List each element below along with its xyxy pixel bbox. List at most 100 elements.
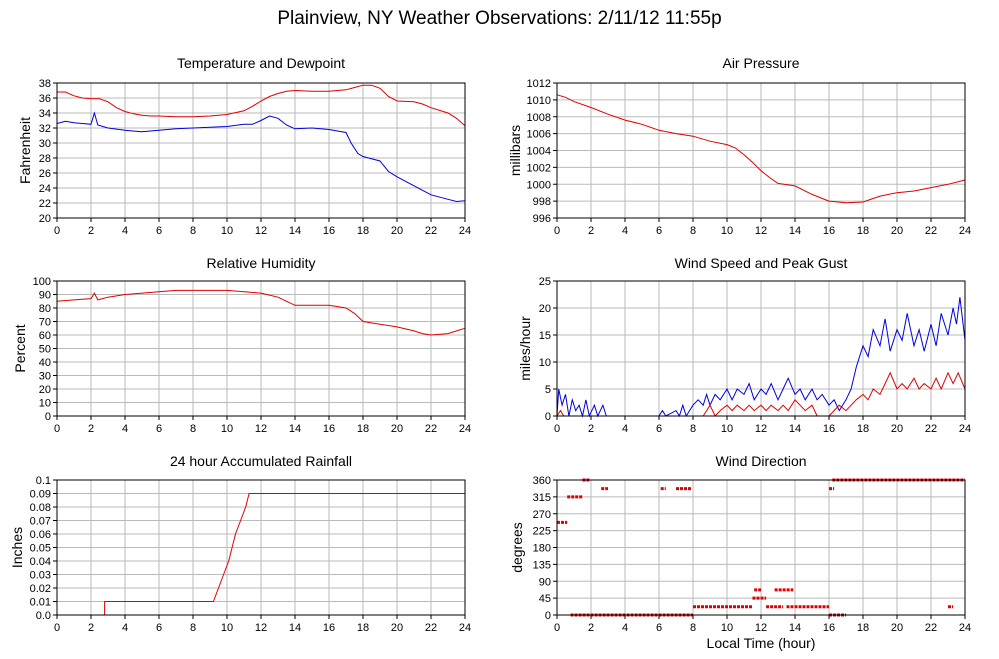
y-axis-label: Percent: [12, 324, 28, 372]
y-tick-label: 36: [39, 93, 51, 105]
y-tick-label: 90: [539, 576, 551, 588]
x-tick-label: 6: [156, 423, 162, 435]
y-axis-label: degrees: [509, 522, 525, 573]
x-tick-label: 18: [857, 622, 869, 634]
y-tick-label: 0: [545, 610, 551, 622]
x-tick-label: 24: [459, 622, 471, 634]
chart-title: Wind Direction: [715, 453, 806, 469]
x-tick-label: 8: [190, 423, 196, 435]
chart-title: 24 hour Accumulated Rainfall: [170, 453, 352, 469]
x-tick-label: 2: [588, 225, 594, 237]
y-tick-label: 20: [539, 303, 551, 315]
y-tick-label: 0.04: [30, 556, 51, 568]
y-tick-label: 360: [533, 475, 551, 487]
x-tick-label: 18: [357, 423, 369, 435]
y-tick-label: 45: [539, 593, 551, 605]
x-tick-label: 2: [588, 423, 594, 435]
x-tick-label: 22: [425, 225, 437, 237]
x-tick-label: 4: [622, 423, 628, 435]
x-tick-label: 20: [891, 423, 903, 435]
y-axis-label: Inches: [9, 527, 25, 568]
y-tick-label: 0.1: [36, 475, 51, 487]
x-tick-label: 8: [190, 622, 196, 634]
x-tick-label: 16: [823, 423, 835, 435]
x-tick-label: 10: [721, 423, 733, 435]
y-tick-label: 0.05: [30, 543, 51, 555]
x-tick-label: 22: [425, 423, 437, 435]
y-tick-label: 15: [539, 330, 551, 342]
chart-title: Air Pressure: [722, 55, 799, 71]
y-tick-label: 315: [533, 492, 551, 504]
x-tick-label: 22: [425, 622, 437, 634]
x-tick-label: 12: [255, 423, 267, 435]
y-tick-label: 80: [39, 303, 51, 315]
y-axis-label: miles/hour: [517, 316, 533, 381]
x-tick-label: 22: [925, 225, 937, 237]
y-tick-label: 1002: [527, 162, 551, 174]
x-tick-label: 20: [391, 622, 403, 634]
y-tick-label: 28: [39, 153, 51, 165]
x-tick-label: 6: [656, 423, 662, 435]
y-tick-label: 30: [39, 371, 51, 383]
x-tick-label: 0: [54, 225, 60, 237]
y-tick-label: 25: [539, 276, 551, 288]
y-tick-label: 70: [39, 317, 51, 329]
y-tick-label: 180: [533, 543, 551, 555]
x-tick-label: 12: [755, 225, 767, 237]
y-axis-label: millibars: [507, 125, 523, 176]
y-tick-label: 135: [533, 559, 551, 571]
y-tick-label: 26: [39, 168, 51, 180]
x-tick-label: 10: [721, 622, 733, 634]
y-tick-label: 0.01: [30, 597, 51, 609]
y-tick-label: 1006: [527, 129, 551, 141]
y-tick-label: 0: [545, 411, 551, 423]
y-tick-label: 90: [39, 290, 51, 302]
x-tick-label: 22: [925, 622, 937, 634]
y-tick-label: 1000: [527, 179, 551, 191]
chart-title: Temperature and Dewpoint: [177, 55, 345, 71]
x-tick-label: 2: [88, 622, 94, 634]
x-tick-label: 14: [289, 423, 301, 435]
y-tick-label: 100: [33, 276, 51, 288]
x-tick-label: 14: [789, 225, 801, 237]
y-tick-label: 10: [539, 357, 551, 369]
y-tick-label: 1012: [527, 78, 551, 90]
x-tick-label: 0: [554, 423, 560, 435]
y-tick-label: 22: [39, 198, 51, 210]
y-tick-label: 60: [39, 330, 51, 342]
x-tick-label: 10: [221, 423, 233, 435]
x-tick-label: 18: [857, 423, 869, 435]
x-tick-label: 2: [88, 225, 94, 237]
x-axis-label: Local Time (hour): [706, 635, 816, 651]
page-title: Plainview, NY Weather Observations: 2/11…: [277, 8, 722, 29]
x-tick-label: 8: [190, 225, 196, 237]
y-tick-label: 0.07: [30, 516, 51, 528]
y-tick-label: 0.02: [30, 583, 51, 595]
y-tick-label: 10: [39, 398, 51, 410]
x-tick-label: 24: [459, 225, 471, 237]
series-line-red: [56, 289, 466, 336]
y-tick-label: 1010: [527, 95, 551, 107]
x-tick-label: 24: [959, 622, 971, 634]
y-tick-label: 0.09: [30, 489, 51, 501]
x-tick-label: 20: [391, 225, 403, 237]
x-tick-label: 0: [54, 423, 60, 435]
x-tick-label: 12: [755, 622, 767, 634]
x-tick-label: 6: [656, 225, 662, 237]
x-tick-label: 6: [156, 622, 162, 634]
y-tick-label: 996: [533, 213, 551, 225]
x-tick-label: 22: [925, 423, 937, 435]
series-line-blue: [56, 111, 466, 203]
y-tick-label: 1008: [527, 112, 551, 124]
x-tick-label: 20: [391, 423, 403, 435]
y-tick-label: 225: [533, 526, 551, 538]
x-tick-label: 14: [289, 225, 301, 237]
x-tick-label: 12: [255, 225, 267, 237]
x-tick-label: 2: [588, 622, 594, 634]
x-tick-label: 4: [622, 225, 628, 237]
